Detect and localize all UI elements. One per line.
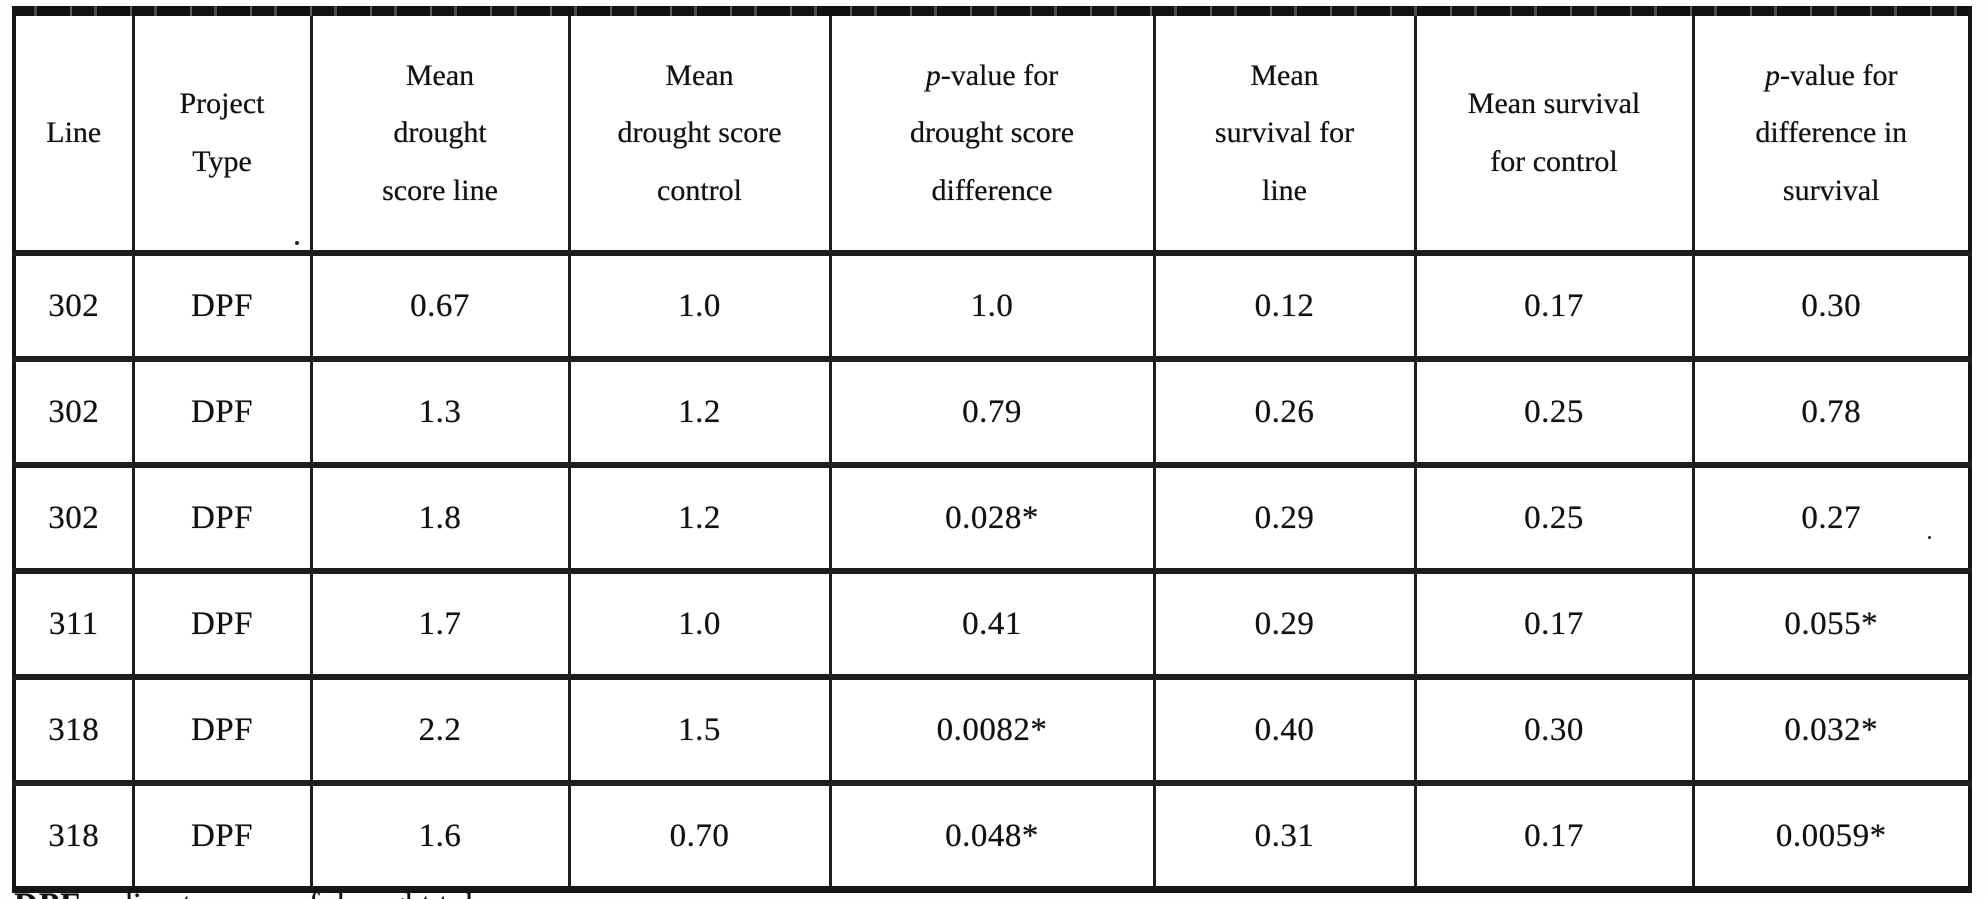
pvalue-italic-p: p xyxy=(925,58,941,92)
table-row: 318 DPF 2.2 1.5 0.0082* 0.40 0.30 0.032* xyxy=(12,674,1972,786)
cell-mean-survival-line: 0.29 xyxy=(1152,462,1417,574)
cell-mean-survival-control: 0.17 xyxy=(1413,568,1695,680)
cell-project-type: DPF xyxy=(131,462,313,574)
cell-mean-drought-score-control: 1.0 xyxy=(567,568,832,680)
col-header-mean-drought-score-control: Mean drought score control xyxy=(567,8,832,256)
cell-line: 318 xyxy=(12,674,135,786)
scan-speck xyxy=(1928,536,1931,539)
col-header-mean-survival-control: Mean survival for control xyxy=(1413,8,1695,256)
col-header-mean-drought-score-line: Mean drought score line xyxy=(309,8,571,256)
pvalue-italic-p: p xyxy=(1765,58,1781,92)
cell-mean-drought-score-line: 1.8 xyxy=(309,462,571,574)
cell-project-type: DPF xyxy=(131,568,313,680)
scan-speck xyxy=(295,241,299,245)
cell-mean-drought-score-control: 1.0 xyxy=(567,250,832,362)
col-header-label: -value for difference in survival xyxy=(1755,58,1908,207)
table-header: Line Project Type Mean drought score lin… xyxy=(12,8,1972,256)
cell-mean-drought-score-line: 1.6 xyxy=(309,780,571,893)
footnote-text: = direct screen of drought tolerance xyxy=(81,887,559,899)
cell-mean-drought-score-control: 0.70 xyxy=(567,780,832,893)
cell-line: 302 xyxy=(12,250,135,362)
results-table: Line Project Type Mean drought score lin… xyxy=(12,6,1972,893)
cell-project-type: DPF xyxy=(131,780,313,893)
col-header-pvalue-survival-difference: p-value for difference in survival xyxy=(1691,8,1972,256)
cell-pvalue-survival: 0.27 xyxy=(1691,462,1972,574)
header-row: Line Project Type Mean drought score lin… xyxy=(12,8,1972,256)
table-row: 302 DPF 0.67 1.0 1.0 0.12 0.17 0.30 xyxy=(12,250,1972,362)
cell-mean-survival-control: 0.25 xyxy=(1413,462,1695,574)
col-header-label: -value for drought score difference xyxy=(909,58,1075,207)
cell-mean-drought-score-line: 1.3 xyxy=(309,356,571,468)
cell-mean-drought-score-line: 1.7 xyxy=(309,568,571,680)
cell-pvalue-survival: 0.30 xyxy=(1691,250,1972,362)
cell-mean-drought-score-control: 1.5 xyxy=(567,674,832,786)
cell-mean-survival-control: 0.17 xyxy=(1413,780,1695,893)
cell-mean-survival-line: 0.29 xyxy=(1152,568,1417,680)
cell-pvalue-drought-score: 0.41 xyxy=(828,568,1156,680)
cell-project-type: DPF xyxy=(131,356,313,468)
table-row: 302 DPF 1.3 1.2 0.79 0.26 0.25 0.78 xyxy=(12,356,1972,468)
cell-mean-survival-control: 0.17 xyxy=(1413,250,1695,362)
footnote-dpf-definition: DPF = direct screen of drought tolerance xyxy=(14,887,560,899)
cell-mean-drought-score-control: 1.2 xyxy=(567,462,832,574)
cell-pvalue-drought-score: 0.79 xyxy=(828,356,1156,468)
col-header-mean-survival-line: Mean survival for line xyxy=(1152,8,1417,256)
col-header-project-type: Project Type xyxy=(131,8,313,256)
cell-pvalue-drought-score: 0.028* xyxy=(828,462,1156,574)
cell-mean-survival-line: 0.12 xyxy=(1152,250,1417,362)
cell-pvalue-survival: 0.032* xyxy=(1691,674,1972,786)
cell-mean-survival-control: 0.25 xyxy=(1413,356,1695,468)
cell-project-type: DPF xyxy=(131,674,313,786)
cell-line: 311 xyxy=(12,568,135,680)
cell-mean-survival-line: 0.26 xyxy=(1152,356,1417,468)
cell-line: 318 xyxy=(12,780,135,893)
cell-mean-drought-score-line: 0.67 xyxy=(309,250,571,362)
cell-line: 302 xyxy=(12,462,135,574)
col-header-pvalue-drought-score-difference: p-value for drought score difference xyxy=(828,8,1156,256)
cell-mean-drought-score-control: 1.2 xyxy=(567,356,832,468)
cell-project-type: DPF xyxy=(131,250,313,362)
footnote-abbr: DPF xyxy=(14,887,81,899)
cell-pvalue-survival: 0.78 xyxy=(1691,356,1972,468)
col-header-line: Line xyxy=(12,8,135,256)
cell-line: 302 xyxy=(12,356,135,468)
cell-pvalue-survival: 0.0059* xyxy=(1691,780,1972,893)
table-row: 302 DPF 1.8 1.2 0.028* 0.29 0.25 0.27 xyxy=(12,462,1972,574)
cell-pvalue-survival: 0.055* xyxy=(1691,568,1972,680)
table-row: 318 DPF 1.6 0.70 0.048* 0.31 0.17 0.0059… xyxy=(12,780,1972,893)
cell-mean-survival-line: 0.31 xyxy=(1152,780,1417,893)
cell-pvalue-drought-score: 0.0082* xyxy=(828,674,1156,786)
cell-pvalue-drought-score: 0.048* xyxy=(828,780,1156,893)
table-body: 302 DPF 0.67 1.0 1.0 0.12 0.17 0.30 302 … xyxy=(12,250,1972,893)
cell-mean-drought-score-line: 2.2 xyxy=(309,674,571,786)
table-row: 311 DPF 1.7 1.0 0.41 0.29 0.17 0.055* xyxy=(12,568,1972,680)
cell-pvalue-drought-score: 1.0 xyxy=(828,250,1156,362)
cell-mean-survival-control: 0.30 xyxy=(1413,674,1695,786)
cell-mean-survival-line: 0.40 xyxy=(1152,674,1417,786)
